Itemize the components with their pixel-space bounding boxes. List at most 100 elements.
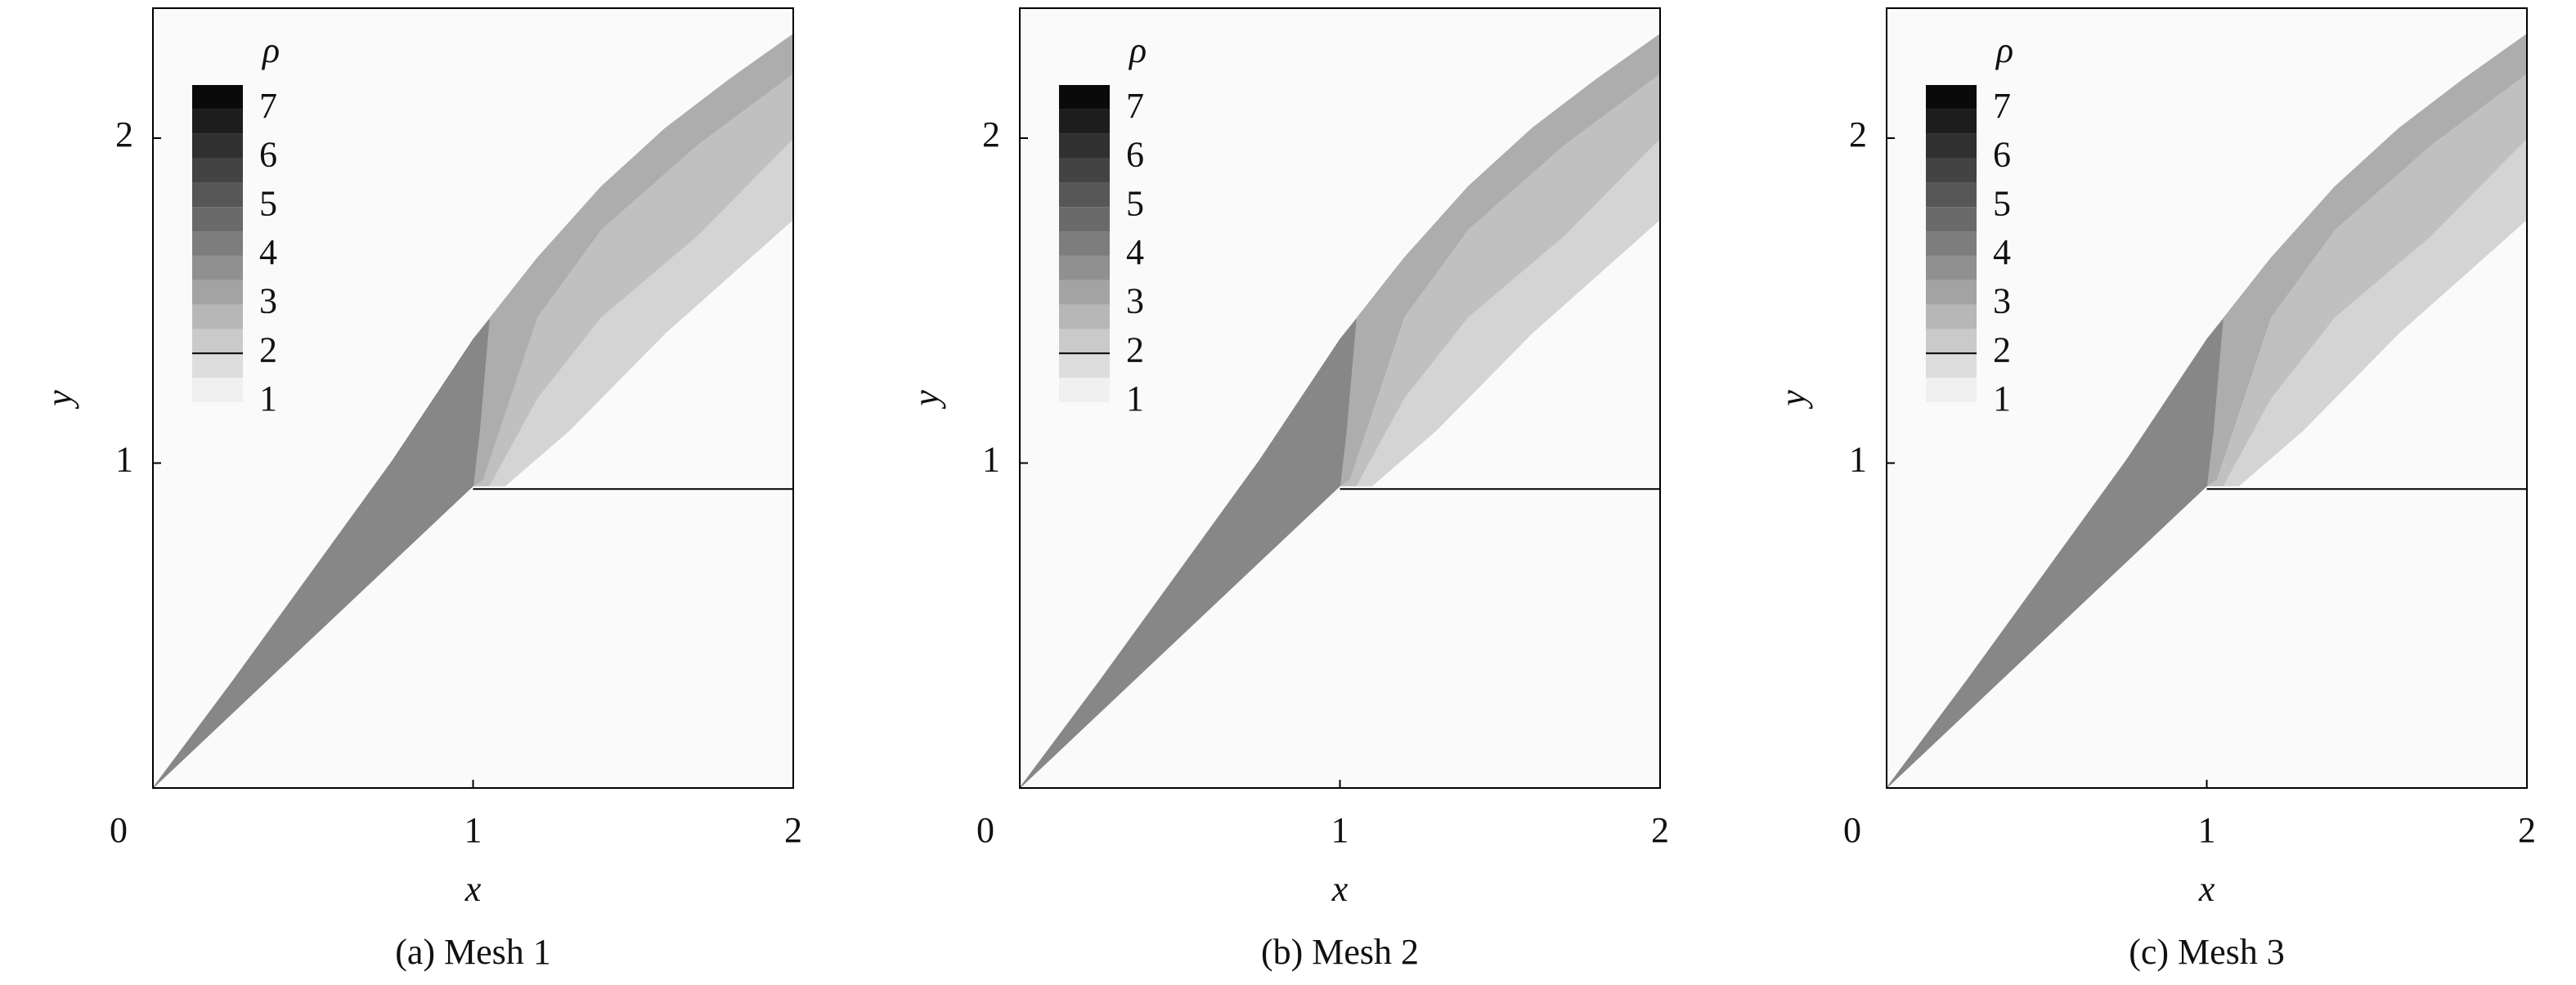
colorbar-band xyxy=(192,353,243,378)
x-tick-label: 0 xyxy=(976,810,994,850)
x-tick-label: 1 xyxy=(1331,810,1349,850)
colorbar-band xyxy=(1059,353,1110,378)
colorbar-band xyxy=(1059,109,1110,134)
field xyxy=(153,34,793,788)
colorbar-band xyxy=(1926,280,1977,305)
colorbar-band xyxy=(1926,207,1977,232)
field xyxy=(1020,34,1660,788)
y-tick-label: 2 xyxy=(982,114,1000,154)
y-tick-label: 2 xyxy=(1849,114,1867,154)
colorbar-band xyxy=(1926,231,1977,256)
caption: (c) Mesh 3 xyxy=(2129,932,2285,972)
colorbar-tick-label: 5 xyxy=(259,183,277,223)
colorbar-band xyxy=(1059,280,1110,305)
caption: (b) Mesh 2 xyxy=(1261,932,1419,972)
x-axis-label: x xyxy=(1331,869,1349,909)
colorbar-title: ρ xyxy=(1128,30,1147,70)
colorbar-tick-label: 7 xyxy=(1126,86,1144,126)
colorbar-band xyxy=(192,85,243,110)
colorbar-tick-label: 2 xyxy=(259,329,277,369)
colorbar-tick-label: 7 xyxy=(259,86,277,126)
colorbar-band xyxy=(192,231,243,256)
colorbar-tick-label: 4 xyxy=(259,232,277,272)
x-tick-label: 1 xyxy=(2198,810,2216,850)
colorbar-band xyxy=(192,329,243,354)
density-region xyxy=(153,319,490,788)
colorbar-band xyxy=(192,182,243,208)
colorbar-band xyxy=(1926,255,1977,280)
y-axis-label: y xyxy=(1773,390,1813,410)
panel: 0 1 2 1 2 x y (b) Mesh 2 1 2 3 4 5 6 7 ρ xyxy=(906,7,1669,972)
colorbar-band xyxy=(1059,158,1110,183)
colorbar-tick-label: 1 xyxy=(1993,378,2011,419)
colorbar-band xyxy=(1926,158,1977,183)
colorbar-tick-label: 5 xyxy=(1993,183,2011,223)
colorbar-band xyxy=(192,109,243,134)
colorbar-tick-label: 6 xyxy=(1126,135,1144,175)
density-region xyxy=(1020,319,1357,788)
colorbar-band xyxy=(1059,255,1110,280)
colorbar-tick-label: 6 xyxy=(1993,135,2011,175)
density-region xyxy=(2206,34,2527,487)
colorbar-tick-label: 3 xyxy=(1126,281,1144,321)
colorbar-band xyxy=(1926,378,1977,402)
colorbar-band xyxy=(1926,133,1977,159)
colorbar-tick-label: 4 xyxy=(1126,232,1144,272)
x-tick-label: 2 xyxy=(784,810,802,850)
density-region xyxy=(473,34,793,487)
colorbar-band xyxy=(1059,182,1110,208)
density-region xyxy=(1887,319,2224,788)
colorbar-band xyxy=(1059,231,1110,256)
colorbar-band xyxy=(192,207,243,232)
density-region xyxy=(1340,34,1660,487)
y-tick-label: 1 xyxy=(1849,440,1867,480)
colorbar-band xyxy=(1926,304,1977,329)
colorbar-tick-label: 7 xyxy=(1993,86,2011,126)
colorbar-title: ρ xyxy=(1995,30,2013,70)
panel: 0 1 2 1 2 x y (a) Mesh 1 1 2 3 4 5 6 7 ρ xyxy=(39,7,802,972)
x-axis-label: x xyxy=(2198,869,2215,909)
x-tick-label: 0 xyxy=(1843,810,1861,850)
colorbar-tick-label: 1 xyxy=(259,378,277,419)
caption: (a) Mesh 1 xyxy=(395,932,551,972)
colorbar-band xyxy=(1059,329,1110,354)
colorbar-tick-label: 6 xyxy=(259,135,277,175)
colorbar-tick-label: 3 xyxy=(1993,281,2011,321)
colorbar-band xyxy=(1926,109,1977,134)
colorbar-band xyxy=(1059,378,1110,402)
colorbar-title: ρ xyxy=(261,30,280,70)
panel: 0 1 2 1 2 x y (c) Mesh 3 1 2 3 4 5 6 7 ρ xyxy=(1773,7,2536,972)
colorbar-band xyxy=(1926,182,1977,208)
colorbar-band xyxy=(192,133,243,159)
y-tick-label: 1 xyxy=(115,440,133,480)
colorbar-band xyxy=(1926,329,1977,354)
field xyxy=(1887,34,2527,788)
colorbar-band xyxy=(192,158,243,183)
x-tick-label: 1 xyxy=(464,810,482,850)
y-axis-label: y xyxy=(906,390,946,410)
x-tick-label: 2 xyxy=(2518,810,2536,850)
colorbar-tick-label: 4 xyxy=(1993,232,2011,272)
colorbar-band xyxy=(192,280,243,305)
colorbar-tick-label: 3 xyxy=(259,281,277,321)
x-axis-label: x xyxy=(464,869,482,909)
colorbar-tick-label: 2 xyxy=(1126,329,1144,369)
colorbar-band xyxy=(192,378,243,402)
colorbar-band xyxy=(192,304,243,329)
x-tick-label: 0 xyxy=(110,810,128,850)
colorbar-band xyxy=(1926,85,1977,110)
colorbar-tick-label: 1 xyxy=(1126,378,1144,419)
colorbar-band xyxy=(192,255,243,280)
colorbar-band xyxy=(1926,353,1977,378)
y-tick-label: 2 xyxy=(115,114,133,154)
colorbar-band xyxy=(1059,207,1110,232)
colorbar-band xyxy=(1059,304,1110,329)
colorbar-tick-label: 2 xyxy=(1993,329,2011,369)
colorbar-band xyxy=(1059,85,1110,110)
x-tick-label: 2 xyxy=(1651,810,1669,850)
colorbar-tick-label: 5 xyxy=(1126,183,1144,223)
y-tick-label: 1 xyxy=(982,440,1000,480)
y-axis-label: y xyxy=(39,390,79,410)
colorbar-band xyxy=(1059,133,1110,159)
